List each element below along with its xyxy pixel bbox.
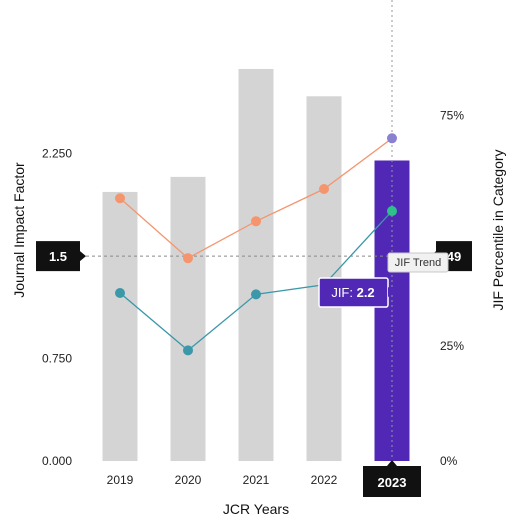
jif-point-2021	[251, 289, 261, 300]
x-tick-label-2021: 2021	[243, 473, 270, 487]
jif-point-2023	[387, 206, 397, 217]
jif-value-number: 2.2	[357, 285, 375, 300]
right-tick-label: 25%	[440, 339, 464, 353]
jif-trend-tooltip	[387, 252, 449, 273]
x-tick-label-2022: 2022	[311, 473, 338, 487]
ticks-group: 0.000 0.750 2.250 0% 25% 75% 2019 2020 2021 2022	[42, 108, 464, 487]
right-tick-label: 75%	[440, 108, 464, 122]
percentile-point-2019	[115, 193, 125, 204]
jif-point-2020	[183, 345, 193, 356]
percentile-point-2020	[183, 253, 193, 264]
left-tick-label: 0.000	[42, 454, 72, 468]
selected-year-badge-pointer	[387, 460, 397, 466]
y-axis-left-title: Journal Impact Factor	[11, 162, 27, 298]
jif-value-text: JIF: 2.2	[331, 285, 374, 300]
overlay-group: 2023 1.5 49 JIF Trend JIF: 2.2	[36, 241, 472, 497]
percentile-point-2022	[319, 184, 329, 195]
percentile-point-2023	[387, 133, 397, 144]
bar-2020	[170, 176, 206, 462]
right-tick-label: 0%	[440, 454, 458, 468]
jif-value-prefix: JIF:	[331, 285, 356, 300]
bars-group	[102, 68, 410, 462]
x-axis-title: JCR Years	[223, 501, 289, 517]
x-tick-label-2020: 2020	[175, 473, 202, 487]
left-reference-badge	[36, 241, 80, 272]
guides-group	[80, 0, 436, 461]
selected-year-badge	[363, 466, 421, 497]
jif-value-badge	[319, 278, 388, 307]
jif-value-badge-pointer	[388, 287, 395, 297]
percentile-point-2021	[251, 216, 261, 227]
bar-2019	[102, 191, 138, 461]
selected-year-label: 2023	[378, 475, 407, 490]
left-tick-label: 0.750	[42, 352, 72, 366]
right-reference-label: 49	[447, 249, 461, 264]
left-reference-badge-pointer	[80, 251, 86, 262]
jif-point-2019	[115, 287, 125, 298]
x-tick-label-2019: 2019	[107, 473, 134, 487]
left-reference-label: 1.5	[49, 249, 67, 264]
jif-trend-tooltip-label: JIF Trend	[395, 257, 441, 269]
bar-2021	[238, 68, 274, 462]
y-axis-right-title: JIF Percentile in Category	[490, 149, 506, 310]
left-tick-label: 2.250	[42, 147, 72, 161]
